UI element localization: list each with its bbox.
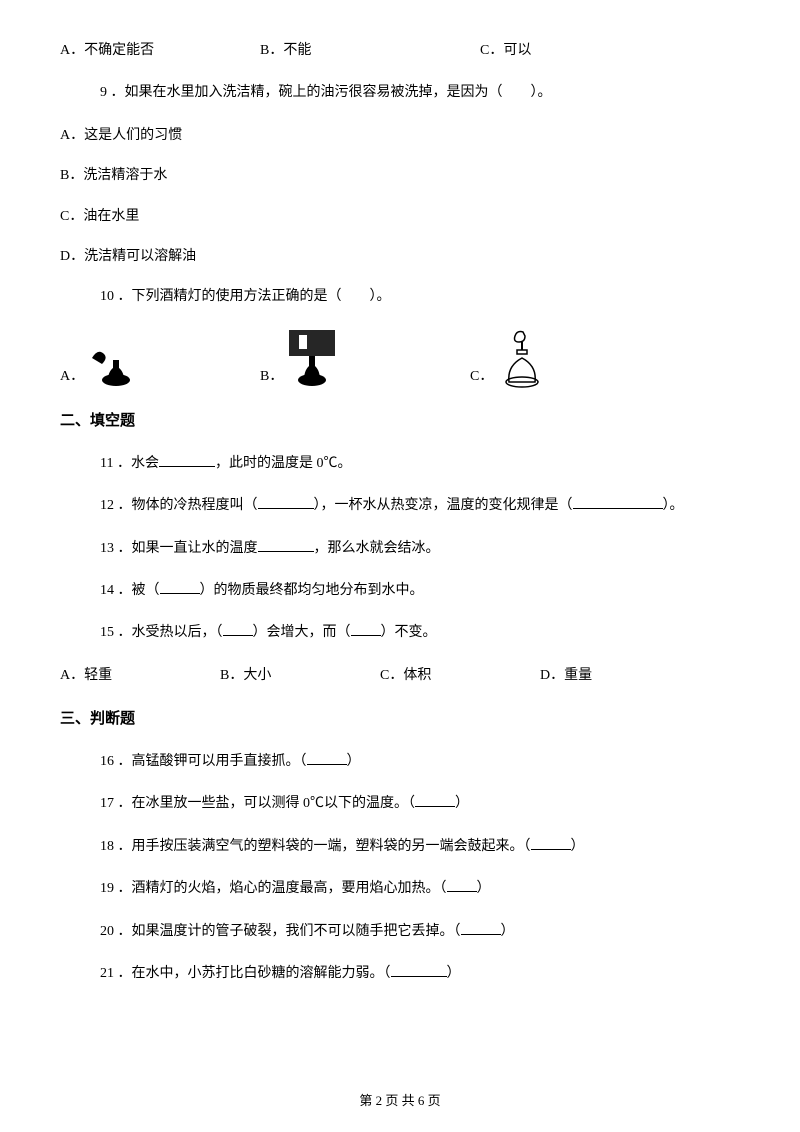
q16-text-a: 16 ．高锰酸钾可以用手直接抓。（ <box>100 754 307 769</box>
q15-text-c: ）不变。 <box>381 625 437 640</box>
q10-opt-b-label: B． <box>260 366 283 388</box>
q12: 12 ．物体的冷热程度叫（ ），一杯水从热变凉，温度的变化规律是（ ）。 <box>60 495 740 517</box>
q15-opt-a: A．轻重 <box>60 665 220 687</box>
q10-opt-a-label: A． <box>60 366 84 388</box>
q17: 17 ．在冰里放一些盐，可以测得 0℃以下的温度。（ ） <box>60 793 740 815</box>
q15-blank-2[interactable] <box>351 622 381 636</box>
q19-text-a: 19 ．酒精灯的火焰，焰心的温度最高，要用焰心加热。（ <box>100 881 447 896</box>
q13: 13 ．如果一直让水的温度 ，那么水就会结冰。 <box>60 538 740 560</box>
q19-text-b: ） <box>477 881 491 896</box>
q14-text-a: 14 ．被（ <box>100 583 160 598</box>
page-footer: 第 2 页 共 6 页 <box>0 1091 800 1112</box>
q12-text-c: ）。 <box>663 498 684 513</box>
q13-blank[interactable] <box>258 538 314 552</box>
q17-text-b: ） <box>455 796 469 811</box>
q13-text-a: 13 ．如果一直让水的温度 <box>100 541 258 556</box>
q9-opt-d: D．洗洁精可以溶解油 <box>60 246 740 268</box>
q12-text-b: ），一杯水从热变凉，温度的变化规律是（ <box>314 498 573 513</box>
q19-blank[interactable] <box>447 878 477 892</box>
q20-text-b: ） <box>501 924 515 939</box>
q9-opt-c: C．油在水里 <box>60 206 740 228</box>
q16-text-b: ） <box>347 754 361 769</box>
q9-stem: 9 ．如果在水里加入洗洁精，碗上的油污很容易被洗掉，是因为（ ）。 <box>60 82 740 104</box>
lamp-c-icon <box>497 329 547 389</box>
section-3-header: 三、判断题 <box>60 707 740 731</box>
opt-c: C．可以 <box>480 40 531 62</box>
q18: 18 ．用手按压装满空气的塑料袋的一端，塑料袋的另一端会鼓起来。（ ） <box>60 836 740 858</box>
q21: 21 ．在水中，小苏打比白砂糖的溶解能力弱。（ ） <box>60 963 740 985</box>
q16-blank[interactable] <box>307 751 347 765</box>
q18-text-a: 18 ．用手按压装满空气的塑料袋的一端，塑料袋的另一端会鼓起来。（ <box>100 839 531 854</box>
q18-blank[interactable] <box>531 836 571 850</box>
q17-text-a: 17 ．在冰里放一些盐，可以测得 0℃以下的温度。（ <box>100 796 415 811</box>
q21-text-b: ） <box>447 966 461 981</box>
q13-text-b: ，那么水就会结冰。 <box>314 541 440 556</box>
q9-opt-a: A．这是人们的习惯 <box>60 125 740 147</box>
section-2-header: 二、填空题 <box>60 409 740 433</box>
q14-blank[interactable] <box>160 580 200 594</box>
lamp-b-icon <box>287 329 337 389</box>
q20-blank[interactable] <box>461 921 501 935</box>
q12-blank-1[interactable] <box>258 495 314 509</box>
q9-opt-b: B．洗洁精溶于水 <box>60 165 740 187</box>
q15-text-a: 15 ．水受热以后，（ <box>100 625 223 640</box>
q12-blank-2[interactable] <box>573 495 663 509</box>
q15-text-b: ）会增大，而（ <box>253 625 351 640</box>
lamp-a-icon <box>88 329 138 389</box>
q15: 15 ．水受热以后，（ ）会增大，而（ ）不变。 <box>60 622 740 644</box>
opt-a: A．不确定能否 <box>60 40 260 62</box>
q10-stem: 10 ．下列酒精灯的使用方法正确的是（ ）。 <box>60 286 740 308</box>
q18-text-b: ） <box>571 839 585 854</box>
q20-text-a: 20 ．如果温度计的管子破裂，我们不可以随手把它丢掉。（ <box>100 924 461 939</box>
q11-text-a: 11 ．水会 <box>100 456 159 471</box>
q14: 14 ．被（ ）的物质最终都均匀地分布到水中。 <box>60 580 740 602</box>
q15-opt-b: B．大小 <box>220 665 380 687</box>
q15-blank-1[interactable] <box>223 622 253 636</box>
opt-b: B．不能 <box>260 40 480 62</box>
q11-blank[interactable] <box>159 453 215 467</box>
q10-images: A． B． C． <box>60 329 740 389</box>
q15-opt-d: D．重量 <box>540 665 592 687</box>
q12-text-a: 12 ．物体的冷热程度叫（ <box>100 498 258 513</box>
prev-question-options: A．不确定能否 B．不能 C．可以 <box>60 40 740 62</box>
q20: 20 ．如果温度计的管子破裂，我们不可以随手把它丢掉。（ ） <box>60 921 740 943</box>
q11-text-b: ，此时的温度是 0℃。 <box>215 456 352 471</box>
q19: 19 ．酒精灯的火焰，焰心的温度最高，要用焰心加热。（ ） <box>60 878 740 900</box>
q14-text-b: ）的物质最终都均匀地分布到水中。 <box>200 583 424 598</box>
q16: 16 ．高锰酸钾可以用手直接抓。（ ） <box>60 751 740 773</box>
q17-blank[interactable] <box>415 793 455 807</box>
q15-opt-c: C．体积 <box>380 665 540 687</box>
q11: 11 ．水会 ，此时的温度是 0℃。 <box>60 453 740 475</box>
q10-opt-c-label: C． <box>470 366 493 388</box>
q15-options: A．轻重 B．大小 C．体积 D．重量 <box>60 665 740 687</box>
q21-blank[interactable] <box>391 963 447 977</box>
q21-text-a: 21 ．在水中，小苏打比白砂糖的溶解能力弱。（ <box>100 966 391 981</box>
